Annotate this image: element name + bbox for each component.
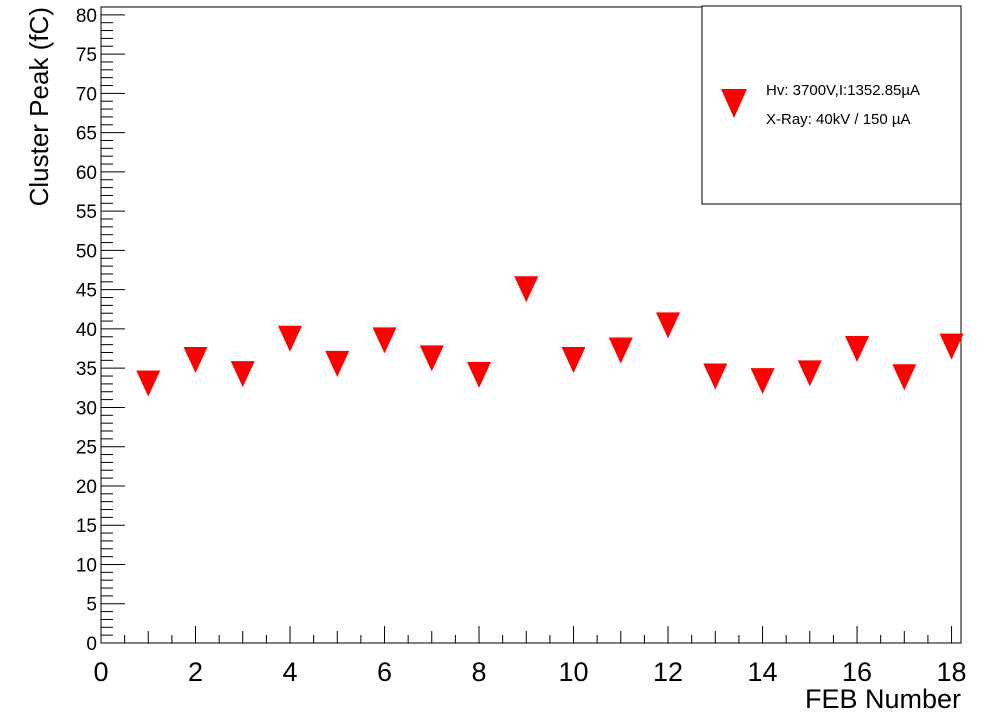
y-tick-label: 60 [76,163,97,184]
x-axis: 0 2 4 6 8 10 12 14 16 18 [93,626,967,687]
data-point [183,346,208,373]
legend-marker [721,89,747,118]
y-tick-label: 20 [76,477,97,498]
y-tick-label: 40 [76,320,97,341]
y-tick-label: 10 [76,555,97,576]
data-point [230,361,255,388]
legend-line-2: X-Ray: 40kV / 150 µA [766,111,911,128]
y-tick-label: 5 [86,595,97,616]
y-tick-label: 65 [76,124,97,145]
y-tick-label: 0 [86,634,97,655]
x-axis-title: FEB Number [805,684,961,714]
legend: Hv: 3700V,I:1352.85µA X-Ray: 40kV / 150 … [701,5,962,205]
x-tick-label: 18 [937,657,967,687]
data-point [325,350,350,377]
legend-box [701,5,962,205]
y-tick-label: 25 [76,438,97,459]
y-tick-label: 15 [76,516,97,537]
plot-frame [100,6,962,644]
data-point [939,333,964,360]
x-tick-label: 6 [377,657,392,687]
y-tick-label: 70 [76,84,97,105]
y-tick-label: 30 [76,398,97,419]
x-tick-label: 8 [472,657,487,687]
x-tick-label: 14 [748,657,778,687]
y-axis: 0 5 10 15 20 25 30 35 40 45 50 55 60 65 70 75 80 [76,6,125,655]
data-point [372,327,397,354]
data-point [136,370,161,397]
y-tick-label: 55 [76,202,97,223]
x-tick-label: 4 [282,657,297,687]
data-point [608,337,633,364]
y-axis-title: Cluster Peak (fC) [24,7,54,206]
y-tick-label: 45 [76,281,97,302]
data-point [845,335,870,362]
y-tick-label: 75 [76,45,97,66]
data-point [750,368,775,395]
y-tick-label: 50 [76,241,97,262]
data-point [797,360,822,387]
data-point [278,325,303,352]
data-point [703,363,728,390]
data-point [467,361,492,388]
data-point [656,312,681,339]
data-point [892,364,917,391]
data-point [561,346,586,373]
x-tick-label: 0 [93,657,108,687]
y-tick-label: 35 [76,359,97,380]
x-tick-label: 10 [559,657,589,687]
x-tick-label: 16 [842,657,872,687]
data-point [514,276,539,303]
x-tick-label: 12 [653,657,683,687]
legend-line-1: Hv: 3700V,I:1352.85µA [766,82,920,99]
data-points [136,276,964,397]
x-tick-label: 2 [188,657,203,687]
y-tick-label: 80 [76,6,97,27]
data-point [419,345,444,372]
